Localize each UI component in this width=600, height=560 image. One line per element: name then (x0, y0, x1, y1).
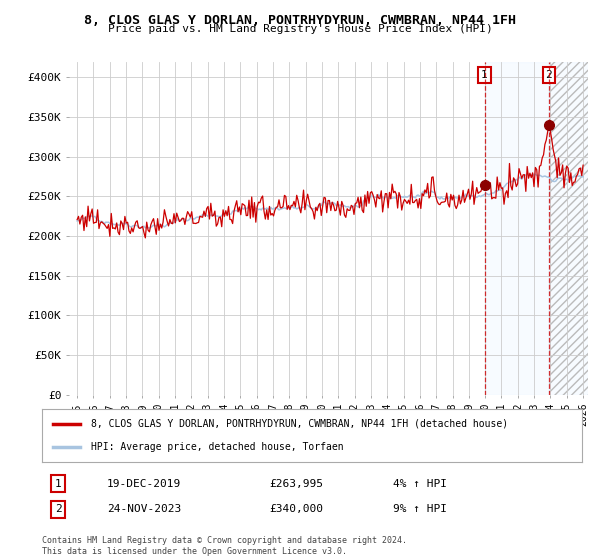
Bar (549, 62, 591, 395)
Text: 24-NOV-2023: 24-NOV-2023 (107, 505, 181, 515)
Text: £340,000: £340,000 (269, 505, 323, 515)
Text: Contains HM Land Registry data © Crown copyright and database right 2024.
This d: Contains HM Land Registry data © Crown c… (42, 536, 407, 556)
Text: 8, CLOS GLAS Y DORLAN, PONTRHYDYRUN, CWMBRAN, NP44 1FH (detached house): 8, CLOS GLAS Y DORLAN, PONTRHYDYRUN, CWM… (91, 419, 508, 429)
Text: Price paid vs. HM Land Registry's House Price Index (HPI): Price paid vs. HM Land Registry's House … (107, 24, 493, 34)
Text: 2: 2 (55, 505, 62, 515)
Text: 4% ↑ HPI: 4% ↑ HPI (393, 479, 447, 489)
Bar (485, 62, 549, 395)
Text: 8, CLOS GLAS Y DORLAN, PONTRHYDYRUN, CWMBRAN, NP44 1FH: 8, CLOS GLAS Y DORLAN, PONTRHYDYRUN, CWM… (84, 14, 516, 27)
Bar (549, 62, 591, 395)
Text: £263,995: £263,995 (269, 479, 323, 489)
Text: 19-DEC-2019: 19-DEC-2019 (107, 479, 181, 489)
Text: 9% ↑ HPI: 9% ↑ HPI (393, 505, 447, 515)
Text: 1: 1 (481, 70, 488, 80)
Text: 2: 2 (545, 70, 552, 80)
Text: HPI: Average price, detached house, Torfaen: HPI: Average price, detached house, Torf… (91, 442, 343, 452)
Text: 1: 1 (55, 479, 62, 489)
